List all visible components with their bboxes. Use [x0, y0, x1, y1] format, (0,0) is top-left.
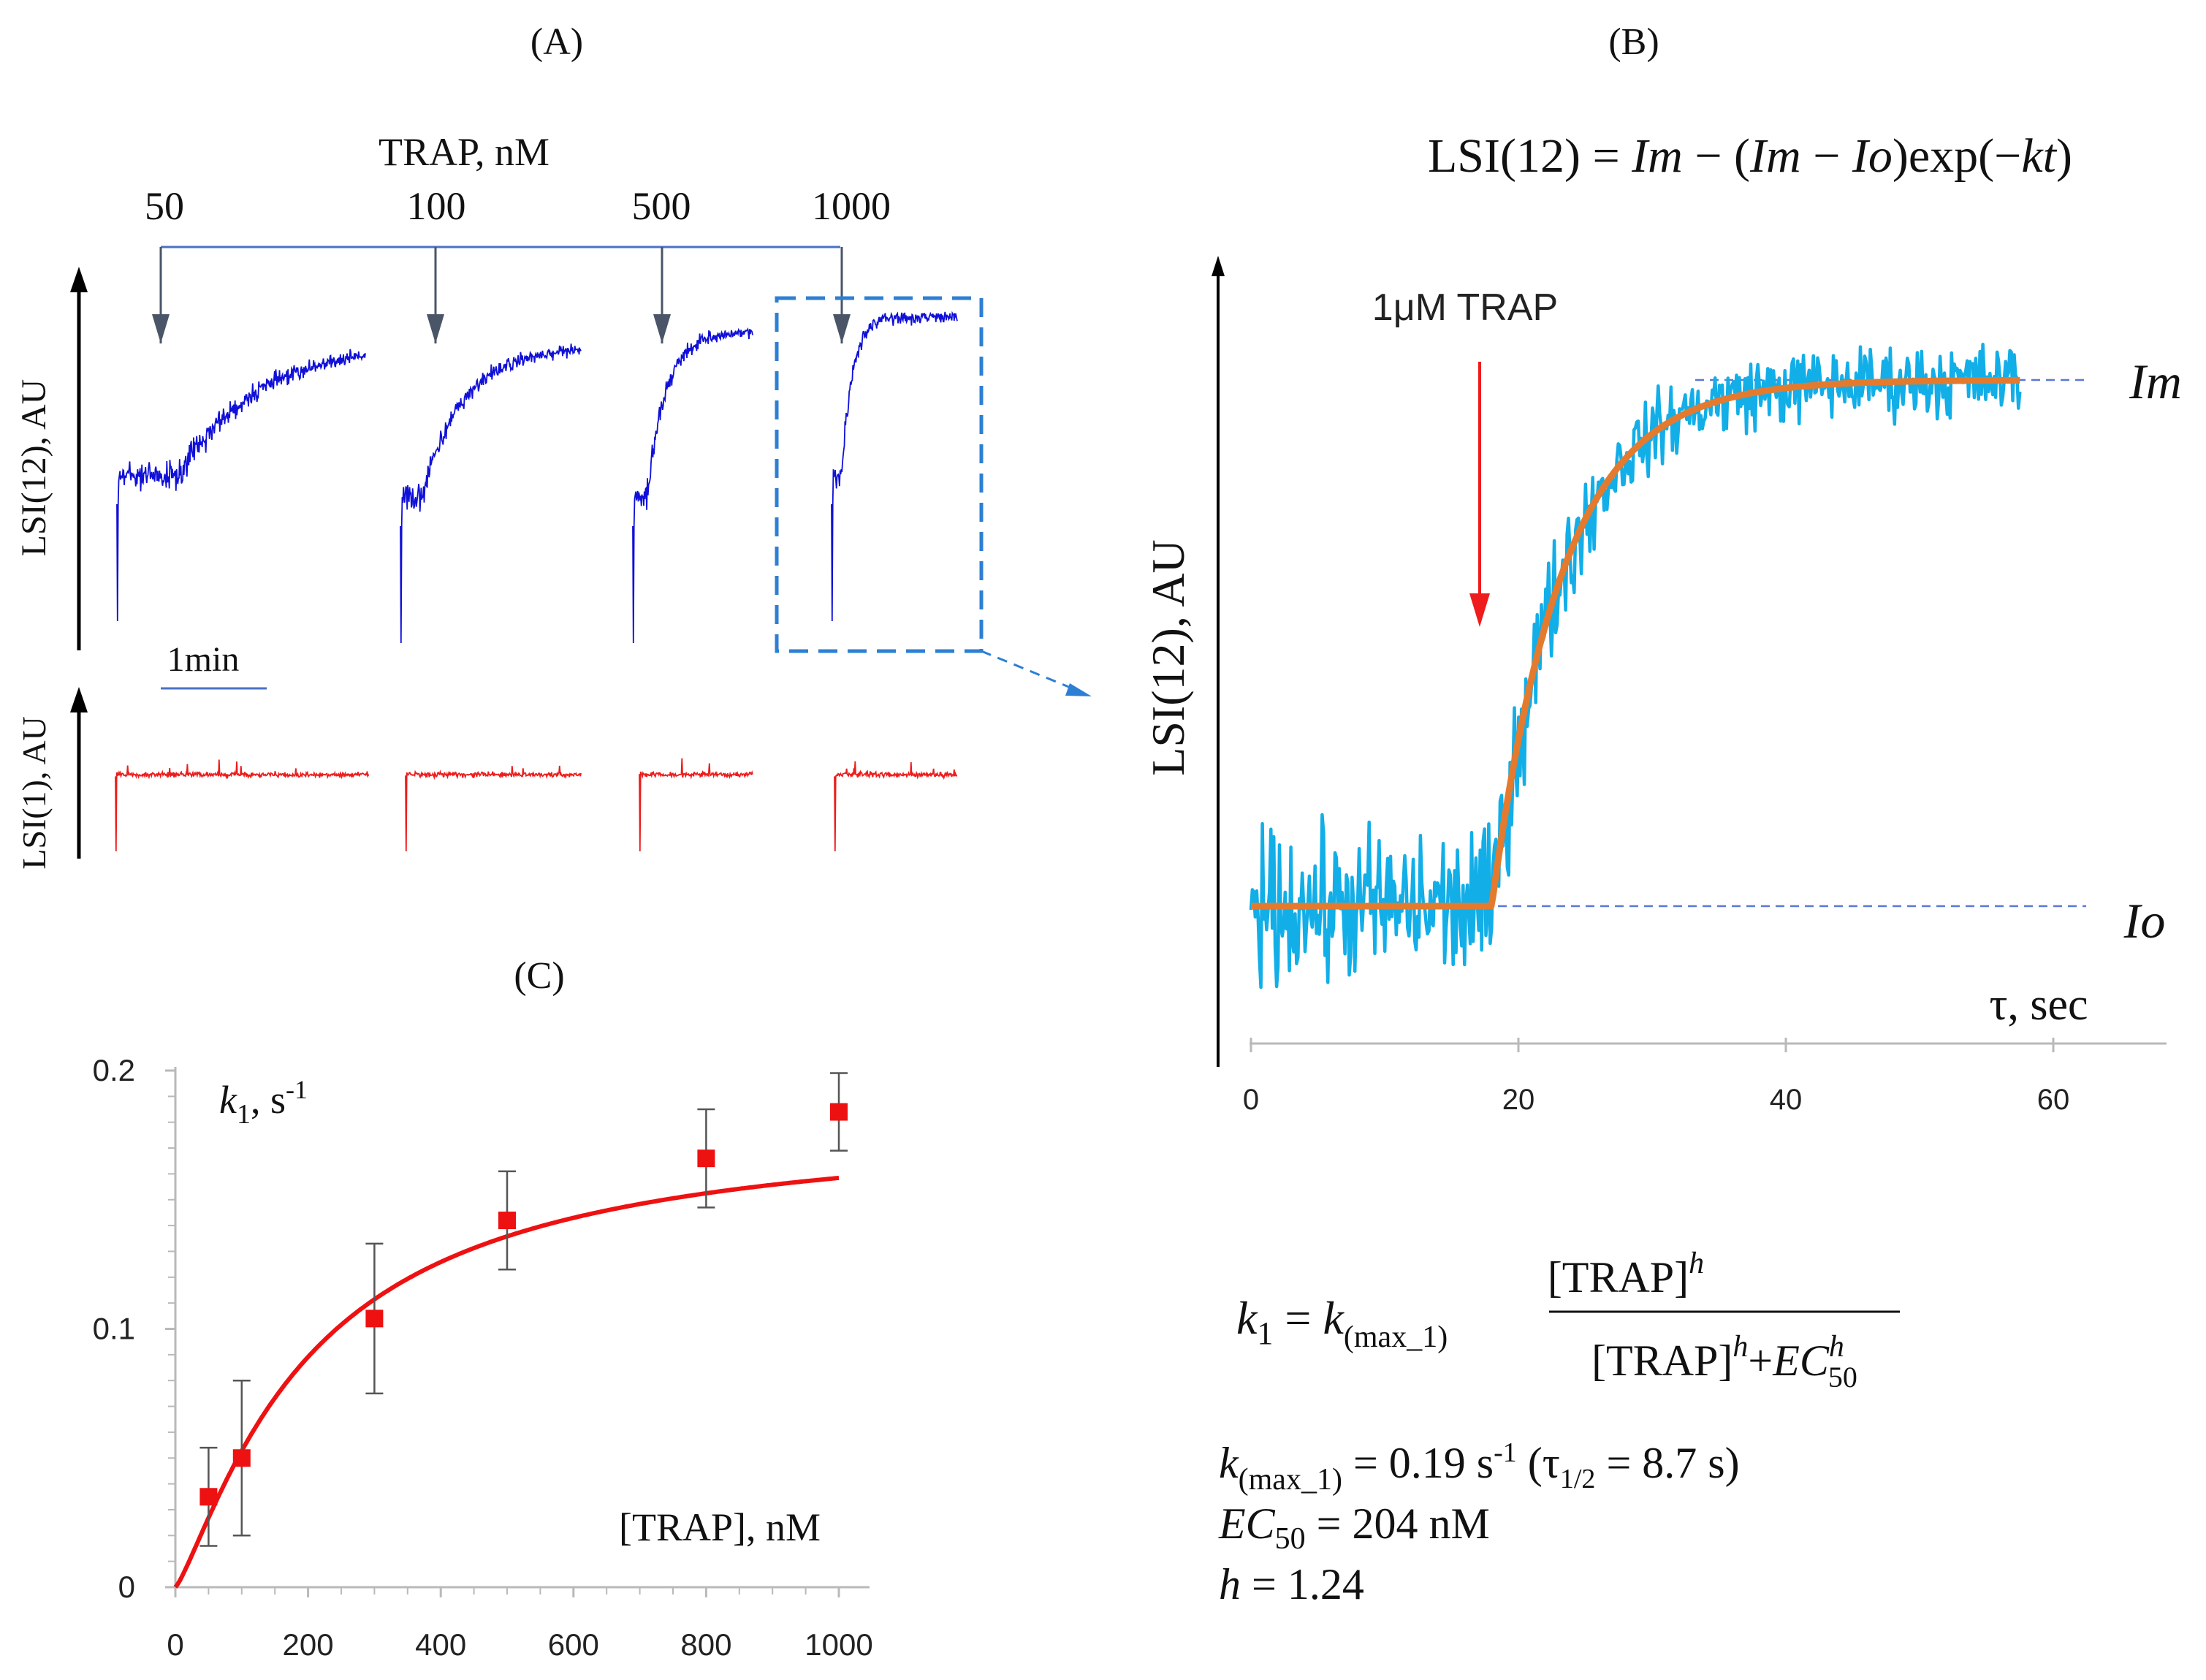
- lsi12-trace-1000: [831, 311, 958, 622]
- formula-lhs: k1 = k(max_1): [1236, 1292, 1448, 1354]
- panel-b-x-ticks: 0 20 40 60: [1243, 1038, 2069, 1116]
- panel-c-xtick-label-600: 600: [548, 1627, 599, 1662]
- panel-a-header: TRAP, nM: [379, 130, 549, 174]
- conc-label-1000: 1000: [812, 184, 891, 228]
- panel-b-xlabel: τ, sec: [1989, 980, 2088, 1030]
- panel-a: (A) TRAP, nM 50 100 500 1000 LSI(12), AU…: [15, 21, 1092, 870]
- data-point-50: [199, 1488, 218, 1506]
- im-label: Im: [2129, 354, 2182, 409]
- panel-c-xtick-label-400: 400: [415, 1627, 466, 1662]
- zoom-box: [775, 296, 984, 653]
- panel-b-y-axis-arrowhead: [1212, 256, 1225, 276]
- injection-arrowhead-500: [653, 314, 671, 343]
- lsi1-trace-50: [115, 759, 370, 852]
- param-ec50: EC50 = 204 nM: [1218, 1500, 1490, 1556]
- panel-a-traces: [115, 311, 958, 852]
- panel-b-tick-label-40: 40: [1770, 1084, 1803, 1116]
- panel-c-xtick-label-0: 0: [167, 1627, 183, 1662]
- param-kmax: k(max_1) = 0.19 s-1 (τ1/2 = 8.7 s): [1219, 1437, 1740, 1497]
- data-point-500: [498, 1212, 516, 1230]
- io-label: Io: [2123, 893, 2166, 949]
- panel-a-ylabel-bottom: LSI(1), AU: [15, 716, 53, 870]
- lsi1-axis-arrowhead: [70, 687, 88, 712]
- data-point-300: [365, 1310, 384, 1328]
- panel-b-traces: [1249, 342, 2022, 989]
- panel-c-plot: [173, 1072, 848, 1589]
- panel-a-ylabel-top: LSI(12), AU: [15, 379, 53, 557]
- injection-arrows: [152, 247, 851, 343]
- conc-label-100: 100: [407, 184, 466, 228]
- zoom-connector: [981, 650, 1075, 691]
- param-h: h = 1.24: [1219, 1560, 1364, 1608]
- panel-c-ticks: 0 0.1 0.2 0 200 400 600 800 1000: [93, 1053, 873, 1662]
- panel-a-label: (A): [530, 21, 583, 63]
- lsi12-trace-100: [400, 343, 582, 644]
- panel-c-ytick-label-0.1: 0.1: [93, 1312, 135, 1346]
- scale-bar-label: 1min: [167, 640, 240, 679]
- panel-c-ylabel: k1, s-1: [219, 1075, 308, 1130]
- panel-b-ylabel: LSI(12), AU: [1142, 539, 1194, 776]
- panel-c-label: (C): [514, 955, 564, 997]
- injection-arrowhead-100: [427, 314, 444, 343]
- lsi1-trace-500: [639, 758, 753, 852]
- panel-c-xlabel: [TRAP], nM: [619, 1505, 821, 1549]
- zoom-connector-arrowhead: [1065, 683, 1092, 696]
- panel-c-ytick-label-0.2: 0.2: [93, 1053, 135, 1087]
- panel-c-xtick-label-200: 200: [283, 1627, 334, 1662]
- hill-formula: k1 = k(max_1) [TRAP]h [TRAP]h+ECh 50 k(ma…: [1218, 1247, 1900, 1608]
- lsi1-trace-100: [405, 765, 582, 852]
- data-point-100: [232, 1449, 251, 1467]
- conc-label-50: 50: [145, 184, 184, 228]
- panel-b: (B) LSI(12) = Im − (Im − Io)exp(−kt) 0 20…: [1142, 21, 2182, 1116]
- lsi1-trace-1000: [834, 761, 957, 852]
- injection-arrowhead-50: [152, 314, 170, 343]
- formula-numerator: [TRAP]h: [1548, 1247, 1704, 1301]
- panel-b-tick-label-60: 60: [2037, 1084, 2070, 1116]
- lsi12-trace-500: [632, 327, 753, 644]
- panel-b-tick-label-20: 20: [1502, 1084, 1535, 1116]
- panel-c-xtick-label-800: 800: [680, 1627, 731, 1662]
- stimulus-label: 1μM TRAP: [1372, 286, 1558, 329]
- panel-b-tick-label-0: 0: [1243, 1084, 1259, 1116]
- lsi12-trace-50: [116, 349, 366, 622]
- lsi12-axis-arrowhead: [70, 267, 88, 292]
- data-point-1000: [830, 1103, 848, 1121]
- panel-c-xtick-label-1000: 1000: [805, 1627, 872, 1662]
- injection-arrowhead-1000: [833, 314, 851, 343]
- conc-label-500: 500: [632, 184, 691, 228]
- raw-signal-trace: [1249, 342, 2022, 989]
- data-point-800: [697, 1149, 715, 1168]
- panel-b-label: (B): [1608, 21, 1659, 63]
- formula-denominator: [TRAP]h+ECh 50: [1591, 1330, 1857, 1394]
- panel-c: (C) 0 0.1 0.2 0 200 400 600 800 1000 k1, s-1 [TR…: [93, 955, 873, 1662]
- stimulus-arrowhead: [1469, 593, 1490, 627]
- panel-c-ytick-label-0: 0: [118, 1570, 135, 1604]
- fitted-curve: [1250, 376, 2022, 910]
- panel-b-equation: LSI(12) = Im − (Im − Io)exp(−kt): [1428, 129, 2072, 183]
